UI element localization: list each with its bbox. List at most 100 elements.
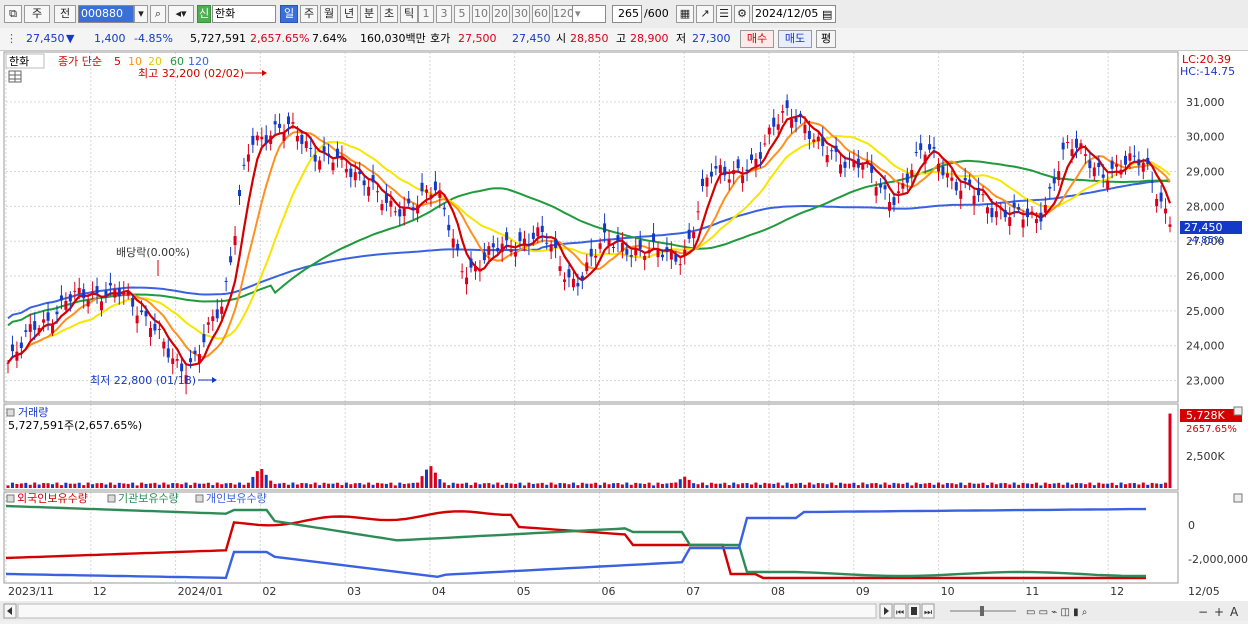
volume-bar [33, 482, 37, 488]
x-tick-label: 12 [93, 585, 107, 598]
custom-period-input[interactable]: ▾ [572, 5, 606, 23]
chevron-down-icon[interactable]: ▾ [134, 5, 148, 23]
volume-bar [794, 483, 798, 488]
volume-bar [678, 479, 682, 488]
candle-body [1164, 208, 1168, 214]
candle-body [1092, 167, 1096, 177]
grid-icon[interactable]: ▦ [676, 5, 694, 23]
volume-bar [91, 484, 95, 488]
buy-button[interactable]: 매수 [740, 30, 774, 48]
calendar-icon[interactable]: ▤ [822, 8, 833, 21]
holding-close-icon[interactable] [1233, 493, 1243, 503]
volume-bar [51, 484, 55, 488]
minute-tab-1[interactable]: 1 [418, 5, 434, 23]
volume-bar [816, 483, 820, 488]
candle-body [500, 243, 504, 253]
tool-icons[interactable]: ▭ ▭ ⌁ ◫ ▮ ⌕ [1026, 607, 1087, 618]
rewind-icon: ⏮ [896, 608, 904, 618]
price-tick-label: 31,000 [1186, 96, 1225, 109]
search-icon[interactable]: ⌕ [150, 5, 166, 23]
minute-tab-3[interactable]: 3 [436, 5, 452, 23]
speed-slider-thumb[interactable] [980, 606, 984, 616]
open-label: 시 [556, 32, 567, 45]
prev-button[interactable]: 전 [54, 5, 76, 23]
zoom-in-button[interactable]: + [1214, 605, 1224, 619]
holding-lines [5, 504, 1147, 580]
volume-bar [19, 483, 23, 488]
period-tab-1[interactable]: 주 [300, 5, 318, 23]
period-tab-3[interactable]: 년 [340, 5, 358, 23]
zoom-out-button[interactable]: − [1198, 605, 1208, 619]
speaker-icon[interactable]: ◂▾ [168, 5, 194, 23]
volume-close-icon[interactable] [1233, 406, 1243, 416]
period-tab-5[interactable]: 초 [380, 5, 398, 23]
candle-body [545, 242, 549, 244]
period-tab-6[interactable]: 틱 [400, 5, 418, 23]
period-select-button[interactable]: 주 [24, 5, 50, 23]
font-button[interactable]: A [1230, 605, 1239, 619]
volume-bar [135, 485, 139, 488]
date-field[interactable]: 2024/12/05 [752, 5, 836, 23]
chart-icon[interactable]: ↗ [696, 5, 714, 23]
minute-tab-30[interactable]: 30 [512, 5, 530, 23]
x-tick-label: 2024/01 [178, 585, 224, 598]
window-icon[interactable]: ⧉ [4, 5, 22, 23]
minute-tab-5[interactable]: 5 [454, 5, 470, 23]
price-tick-label: 27,000 [1186, 235, 1225, 248]
forward-button[interactable] [921, 603, 935, 619]
price-tick-label: 24,000 [1186, 340, 1225, 353]
period-tab-2[interactable]: 월 [320, 5, 338, 23]
stock-code-input[interactable]: 000880 [78, 5, 134, 23]
volume-bar [923, 483, 927, 488]
candle-body [509, 249, 513, 253]
minute-tab-120[interactable]: 120 [552, 5, 574, 23]
volume-bar [344, 482, 348, 488]
volume-bar [687, 479, 691, 488]
list-icon[interactable]: ☰ [716, 5, 732, 23]
volume-bar [171, 483, 175, 488]
candle-body [335, 148, 339, 158]
candle-body [206, 322, 210, 325]
volume-bar [549, 482, 553, 488]
stock-name-field[interactable]: 한화 [212, 5, 276, 23]
minute-tab-20[interactable]: 20 [492, 5, 510, 23]
volume-percent: 2,657.65% [250, 32, 310, 45]
volume-bar [1083, 484, 1087, 488]
candle-body [1061, 142, 1065, 150]
volume-bar [1119, 482, 1123, 488]
volume-bar [37, 484, 41, 488]
holding-toggle-icon[interactable] [6, 494, 15, 503]
candle-body [162, 341, 166, 349]
volume-bar [812, 484, 816, 488]
period-tab-0[interactable]: 일 [280, 5, 298, 23]
candle-body [919, 143, 923, 150]
low-annotation: 최저 22,800 (01/18) [90, 374, 196, 387]
price-tick-label: 26,000 [1186, 270, 1225, 283]
candle-body [910, 169, 914, 177]
scroll-track[interactable] [17, 603, 877, 619]
candle-body [473, 265, 477, 272]
period-tab-4[interactable]: 분 [360, 5, 378, 23]
volume-bar [358, 483, 362, 488]
legend-name-box[interactable] [5, 53, 45, 69]
volume-toggle-icon[interactable] [6, 408, 15, 417]
rewind-button[interactable] [893, 603, 907, 619]
minute-tab-10[interactable]: 10 [472, 5, 490, 23]
chart-area[interactable]: 한화 종가 단순 5 10 20 60 120 최고 32,200 (02/02… [0, 51, 1248, 621]
candle-body [611, 246, 615, 248]
chart-svg[interactable]: 한화 종가 단순 5 10 20 60 120 최고 32,200 (02/02… [0, 51, 1248, 621]
count-input[interactable]: 265 [612, 5, 642, 23]
ask-label: 호가 [430, 32, 451, 45]
minute-tab-60[interactable]: 60 [532, 5, 550, 23]
candle-body [696, 211, 700, 213]
volume-bar [647, 482, 651, 488]
candle-body [1106, 180, 1110, 189]
holding-panel-frame [3, 491, 1179, 584]
eval-button[interactable]: 평 [816, 30, 836, 48]
volume-bar [589, 483, 593, 488]
collapse-icon[interactable]: ⋮ [6, 32, 17, 45]
sell-button[interactable]: 매도 [778, 30, 812, 48]
candle-body [465, 277, 469, 285]
gear-icon[interactable]: ⚙ [734, 5, 750, 23]
candle-body [981, 194, 985, 196]
